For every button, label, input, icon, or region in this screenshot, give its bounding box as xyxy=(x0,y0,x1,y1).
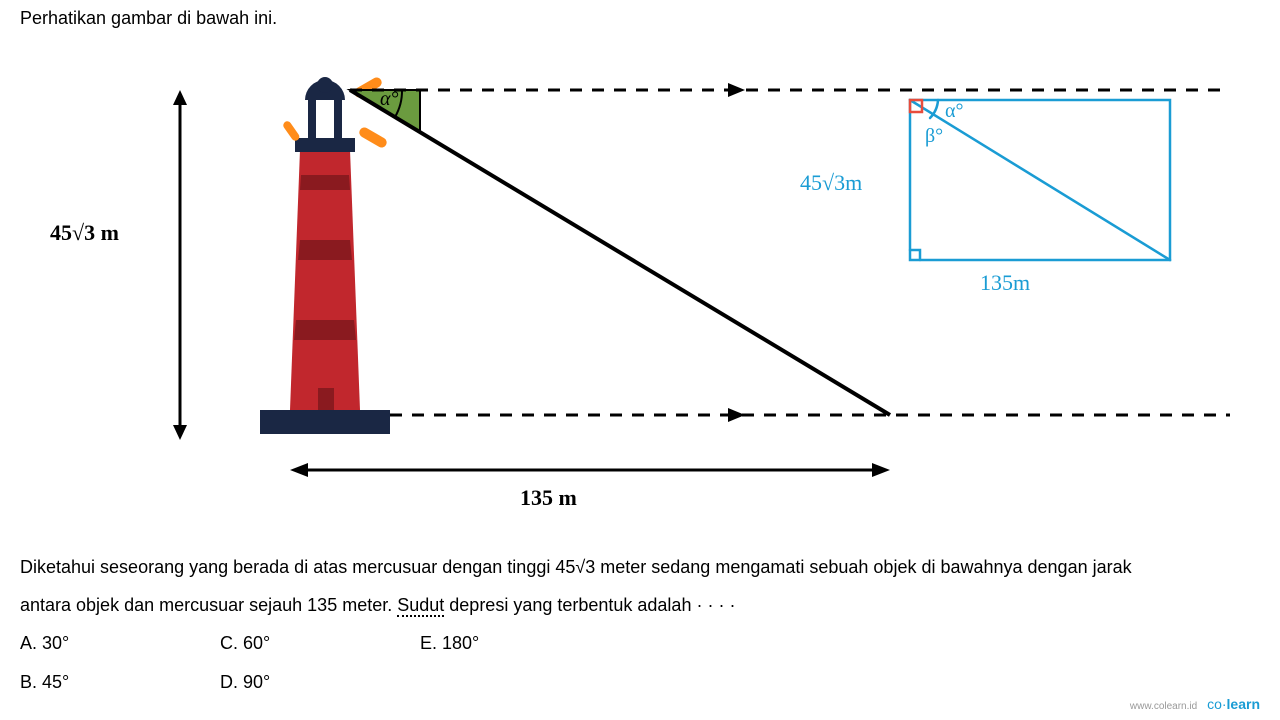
sight-line xyxy=(350,90,890,415)
prompt-text: Perhatikan gambar di bawah ini. xyxy=(20,8,277,29)
q2-post: depresi yang terbentuk adalah · · · · xyxy=(444,595,735,615)
option-c[interactable]: C. 60° xyxy=(220,626,420,660)
question-line-1: Diketahui seseorang yang berada di atas … xyxy=(20,550,1260,584)
answer-options: A. 30° B. 45° C. 60° D. 90° E. 180° xyxy=(20,626,720,702)
top-dashed-line xyxy=(350,83,1230,97)
handwritten-triangle xyxy=(910,100,1170,260)
q2-pre: antara objek dan mercusuar sejauh 135 me… xyxy=(20,595,397,615)
diagram-svg xyxy=(40,40,1240,510)
lighthouse xyxy=(260,76,390,434)
handwritten-width: 135m xyxy=(980,270,1030,296)
question-line-2: antara objek dan mercusuar sejauh 135 me… xyxy=(20,588,1260,622)
footer-url: www.colearn.id xyxy=(1130,701,1197,712)
handwritten-height: 45√3m xyxy=(800,170,862,196)
width-arrow xyxy=(290,463,890,477)
question-text: Diketahui seseorang yang berada di atas … xyxy=(20,550,1260,703)
width-label: 135 m xyxy=(520,485,577,511)
brand-co: co· xyxy=(1207,696,1226,712)
height-label: 45√3 m xyxy=(50,220,119,246)
bottom-dashed-line xyxy=(390,408,1230,422)
footer-brand: www.colearn.id co·learn xyxy=(1130,696,1260,712)
height-arrow xyxy=(173,90,187,440)
option-e[interactable]: E. 180° xyxy=(420,626,620,660)
alpha-label: α° xyxy=(380,88,399,111)
option-b[interactable]: B. 45° xyxy=(20,665,220,699)
q2-sudut: Sudut xyxy=(397,595,444,617)
handwritten-alpha: α° xyxy=(945,100,963,123)
option-a[interactable]: A. 30° xyxy=(20,626,220,660)
main-diagram: 45√3 m 135 m α° 45√3m 135m α° β° xyxy=(40,40,1240,500)
option-d[interactable]: D. 90° xyxy=(220,665,420,699)
handwritten-beta: β° xyxy=(925,125,943,148)
brand-learn: learn xyxy=(1227,696,1260,712)
